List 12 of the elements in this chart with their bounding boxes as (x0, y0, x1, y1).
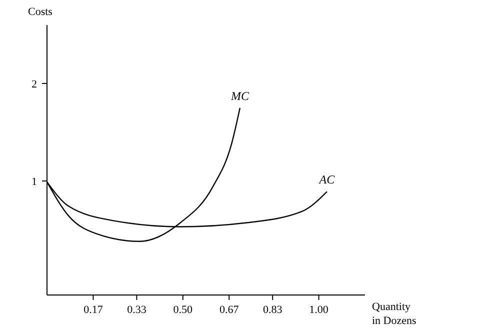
x-tick-label: 1.00 (309, 304, 329, 316)
y-tick-label: 1 (32, 176, 37, 188)
series-label: AC (318, 172, 336, 187)
x-tick-label: 0.67 (219, 304, 240, 316)
x-tick-label: 0.17 (84, 304, 104, 316)
y-axis-title: Costs (28, 6, 52, 18)
x-axis-title: Quantity in Dozens (372, 301, 416, 327)
series-label: MC (230, 88, 250, 103)
y-tick-label: 2 (32, 78, 37, 90)
x-tick-label: 0.50 (173, 304, 194, 316)
x-tick-label: 0.83 (262, 304, 283, 316)
x-tick-label: 0.33 (127, 304, 147, 316)
